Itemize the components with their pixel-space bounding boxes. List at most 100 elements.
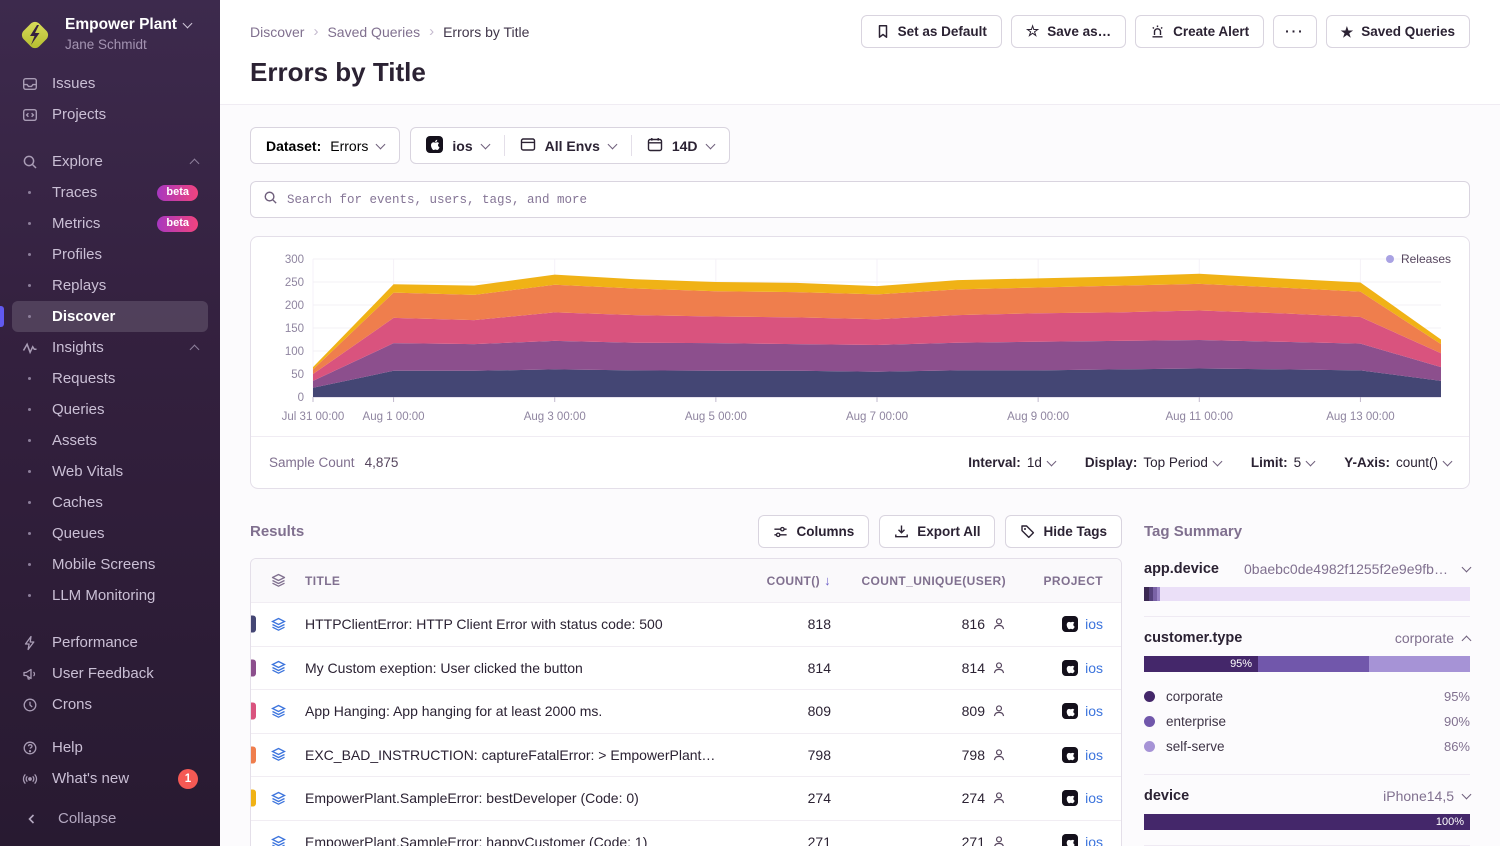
help-icon <box>22 740 52 756</box>
error-title[interactable]: EmpowerPlant.SampleError: bestDeveloper … <box>305 790 639 807</box>
error-title[interactable]: EXC_BAD_INSTRUCTION: captureFatalError: … <box>305 746 731 763</box>
apple-icon <box>1062 616 1079 633</box>
column-header-title[interactable]: TITLE <box>305 573 341 588</box>
page-content: Dataset: Errors ios All Envs <box>220 105 1500 846</box>
sidebar-item-label: Web Vitals <box>52 463 124 480</box>
bullet-icon <box>22 532 52 535</box>
search-input[interactable] <box>287 192 1457 207</box>
window-icon <box>520 137 536 155</box>
pulse-icon <box>22 340 52 356</box>
saved-queries-button[interactable]: ★ Saved Queries <box>1325 15 1470 48</box>
sidebar-item-llm-monitoring[interactable]: LLM Monitoring <box>12 580 208 611</box>
sidebar-item-label: Issues <box>52 75 96 92</box>
columns-button[interactable]: Columns <box>758 515 870 548</box>
table-row[interactable]: HTTPClientError: HTTP Client Error with … <box>251 603 1121 647</box>
active-indicator <box>0 306 4 327</box>
sidebar-section-explore[interactable]: Explore <box>12 146 208 177</box>
sidebar-collapse-button[interactable]: Collapse <box>0 803 220 834</box>
count-value: 809 <box>807 703 831 720</box>
sidebar-item-issues[interactable]: Issues <box>12 68 208 99</box>
breadcrumb-saved-queries[interactable]: Saved Queries <box>327 23 421 40</box>
breadcrumb-discover[interactable]: Discover <box>250 23 305 40</box>
error-title[interactable]: App Hanging: App hanging for at least 20… <box>305 703 603 720</box>
sidebar-item-replays[interactable]: Replays <box>12 270 208 301</box>
display-selector[interactable]: Display: Top Period <box>1085 455 1223 470</box>
column-header-project[interactable]: PROJECT <box>1043 573 1103 588</box>
layers-icon <box>251 703 305 720</box>
org-name: Empower Plant <box>65 16 177 33</box>
svg-text:Aug 7 00:00: Aug 7 00:00 <box>846 411 908 423</box>
org-switcher[interactable]: Empower Plant Jane Schmidt <box>0 14 220 68</box>
bullet-icon <box>22 439 52 442</box>
sidebar-section-insights[interactable]: Insights <box>12 332 208 363</box>
stacked-area-chart: 0 50 100 150 200 250 300 Jul 31 00:00 Aug 1 00:0… <box>282 254 1441 423</box>
more-actions-button[interactable]: ··· <box>1273 15 1317 48</box>
project-link[interactable]: ios <box>1085 790 1103 807</box>
sidebar-item-mobile-screens[interactable]: Mobile Screens <box>12 549 208 580</box>
tag-section-header[interactable]: app.device 0baebc0de4982f1255f2e9e9fb7… <box>1144 561 1472 577</box>
table-row[interactable]: My Custom exeption: User clicked the but… <box>251 646 1121 690</box>
layers-icon <box>251 790 305 807</box>
column-header-count[interactable]: COUNT() ↓ <box>766 573 831 588</box>
sidebar-item-caches[interactable]: Caches <box>12 487 208 518</box>
tag-section-header[interactable]: device iPhone14,5 <box>1144 788 1472 804</box>
segment-percent-label: 95% <box>1230 658 1253 670</box>
bullet-icon <box>22 563 52 566</box>
project-selector[interactable]: ios <box>411 128 503 163</box>
count-unique-value: 271 <box>961 834 985 846</box>
tag-section-header[interactable]: customer.type corporate <box>1144 630 1472 646</box>
error-title[interactable]: EmpowerPlant.SampleError: happyCustomer … <box>305 834 648 846</box>
bullet-icon <box>22 253 52 256</box>
sidebar-item-queues[interactable]: Queues <box>12 518 208 549</box>
interval-selector[interactable]: Interval: 1d <box>968 455 1057 470</box>
yaxis-selector[interactable]: Y-Axis: count() <box>1344 455 1453 470</box>
table-row[interactable]: EmpowerPlant.SampleError: happyCustomer … <box>251 820 1121 846</box>
tag-value-list: corporate 95% enterprise 90% self-serve <box>1144 684 1470 759</box>
sample-count-value: 4,875 <box>364 455 399 470</box>
count-value: 814 <box>807 659 831 676</box>
column-header-count-unique[interactable]: COUNT_UNIQUE(USER) <box>861 573 1006 588</box>
project-link[interactable]: ios <box>1085 703 1103 720</box>
series-color-chip <box>251 789 256 807</box>
dataset-selector[interactable]: Dataset: Errors <box>250 127 401 164</box>
series-color-chip <box>251 746 256 764</box>
save-as-button[interactable]: ☆ Save as… <box>1010 15 1127 48</box>
count-unique-value: 816 <box>961 616 985 633</box>
create-alert-button[interactable]: Create Alert <box>1135 15 1265 48</box>
table-row[interactable]: App Hanging: App hanging for at least 20… <box>251 690 1121 734</box>
table-row[interactable]: EmpowerPlant.SampleError: bestDeveloper … <box>251 777 1121 821</box>
sidebar-item-traces[interactable]: Traces beta <box>12 177 208 208</box>
sidebar-item-metrics[interactable]: Metrics beta <box>12 208 208 239</box>
hide-tags-button[interactable]: Hide Tags <box>1005 515 1122 548</box>
value-color-dot <box>1144 716 1155 727</box>
sidebar-item-profiles[interactable]: Profiles <box>12 239 208 270</box>
sidebar-item-crons[interactable]: Crons <box>12 689 208 720</box>
error-title[interactable]: My Custom exeption: User clicked the but… <box>305 659 583 676</box>
sidebar-item-queries[interactable]: Queries <box>12 394 208 425</box>
sidebar-item-requests[interactable]: Requests <box>12 363 208 394</box>
svg-text:Jul 31 00:00: Jul 31 00:00 <box>282 411 345 423</box>
chart-legend[interactable]: Releases <box>1385 252 1451 266</box>
table-row[interactable]: EXC_BAD_INSTRUCTION: captureFatalError: … <box>251 733 1121 777</box>
sidebar-item-assets[interactable]: Assets <box>12 425 208 456</box>
sidebar-item-performance[interactable]: Performance <box>12 627 208 658</box>
environment-selector[interactable]: All Envs <box>505 128 631 163</box>
sidebar-item-whats-new[interactable]: What's new 1 <box>12 763 208 794</box>
sidebar-item-help[interactable]: Help <box>12 732 208 763</box>
date-range-selector[interactable]: 14D <box>632 128 729 163</box>
export-all-button[interactable]: Export All <box>879 515 996 548</box>
sidebar-item-discover[interactable]: Discover <box>0 301 208 332</box>
project-link[interactable]: ios <box>1085 659 1103 676</box>
set-as-default-button[interactable]: Set as Default <box>860 15 1002 48</box>
sidebar-item-projects[interactable]: Projects <box>12 99 208 130</box>
sidebar-item-user-feedback[interactable]: User Feedback <box>12 658 208 689</box>
limit-selector[interactable]: Limit: 5 <box>1251 455 1316 470</box>
sidebar-item-web-vitals[interactable]: Web Vitals <box>12 456 208 487</box>
project-link[interactable]: ios <box>1085 746 1103 763</box>
error-title[interactable]: HTTPClientError: HTTP Client Error with … <box>305 616 663 633</box>
apple-icon <box>1062 834 1079 846</box>
project-link[interactable]: ios <box>1085 834 1103 846</box>
chart-body: 0 50 100 150 200 250 300 Jul 31 00:00 Aug 1 00:0… <box>251 237 1469 436</box>
project-link[interactable]: ios <box>1085 616 1103 633</box>
svg-text:Aug 13 00:00: Aug 13 00:00 <box>1326 411 1394 423</box>
